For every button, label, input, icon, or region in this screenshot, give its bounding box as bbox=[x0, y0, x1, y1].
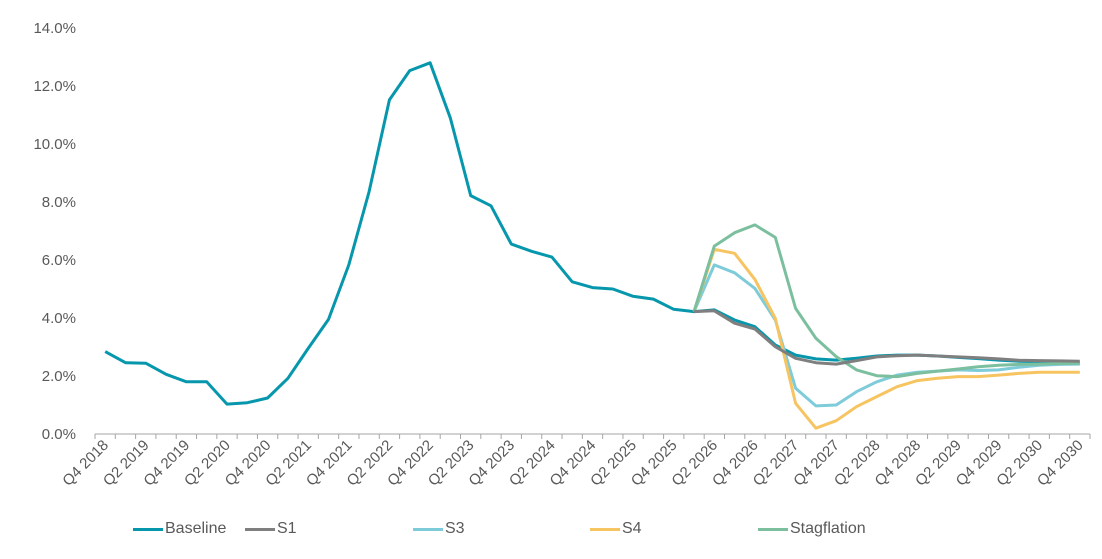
y-tick-label: 4.0% bbox=[42, 310, 76, 327]
y-axis: 0.0% 2.0% 4.0% 6.0% 8.0% 10.0% 12.0% 14.0% bbox=[33, 20, 76, 443]
legend-swatch bbox=[590, 527, 620, 531]
series-line-s4 bbox=[692, 247, 1080, 430]
legend: Baseline S1 S3 S4 Stagflation bbox=[0, 520, 1102, 542]
series-line-baseline bbox=[104, 61, 1080, 406]
legend-label: S4 bbox=[622, 520, 642, 537]
legend-item-s4: S4 bbox=[590, 520, 642, 538]
series-line-s1 bbox=[693, 309, 1080, 366]
y-tick-label: 2.0% bbox=[42, 368, 76, 385]
legend-label: Baseline bbox=[165, 520, 227, 537]
legend-item-s3: S3 bbox=[413, 520, 465, 538]
legend-swatch bbox=[245, 527, 275, 531]
y-tick-label: 6.0% bbox=[42, 252, 76, 269]
legend-item-baseline: Baseline bbox=[133, 520, 226, 538]
legend-label: S3 bbox=[445, 520, 465, 537]
y-tick-label: 8.0% bbox=[42, 194, 76, 211]
y-tick-label: 12.0% bbox=[33, 78, 76, 95]
y-tick-label: 14.0% bbox=[33, 20, 76, 37]
series-line-s3 bbox=[692, 263, 1080, 408]
legend-item-s1: S1 bbox=[245, 520, 297, 538]
line-chart: 0.0% 2.0% 4.0% 6.0% 8.0% 10.0% 12.0% 14.0% Q4 2… bbox=[33, 20, 1091, 490]
series-line-stagflation bbox=[692, 223, 1080, 379]
legend-swatch bbox=[413, 527, 443, 531]
legend-label: S1 bbox=[277, 520, 297, 537]
y-tick-label: 0.0% bbox=[42, 426, 76, 443]
legend-swatch bbox=[758, 527, 788, 531]
legend-swatch bbox=[133, 527, 163, 531]
legend-item-stagflation: Stagflation bbox=[758, 520, 866, 538]
series-lines bbox=[104, 61, 1080, 430]
legend-label: Stagflation bbox=[790, 520, 866, 537]
y-tick-label: 10.0% bbox=[33, 136, 76, 153]
